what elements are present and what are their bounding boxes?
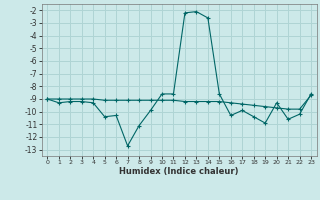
X-axis label: Humidex (Indice chaleur): Humidex (Indice chaleur) bbox=[119, 167, 239, 176]
